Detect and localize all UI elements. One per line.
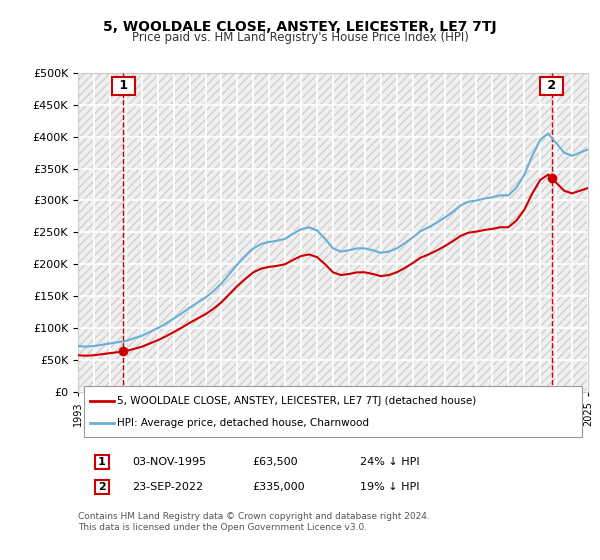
Text: 1: 1	[98, 457, 106, 467]
Text: 2: 2	[98, 482, 106, 492]
Text: 23-SEP-2022: 23-SEP-2022	[132, 482, 203, 492]
Text: 1: 1	[115, 79, 132, 92]
Text: 24% ↓ HPI: 24% ↓ HPI	[360, 457, 419, 467]
Text: HPI: Average price, detached house, Charnwood: HPI: Average price, detached house, Char…	[117, 418, 369, 428]
Text: Price paid vs. HM Land Registry's House Price Index (HPI): Price paid vs. HM Land Registry's House …	[131, 31, 469, 44]
Text: £335,000: £335,000	[252, 482, 305, 492]
Text: 03-NOV-1995: 03-NOV-1995	[132, 457, 206, 467]
Text: 19% ↓ HPI: 19% ↓ HPI	[360, 482, 419, 492]
Text: 5, WOOLDALE CLOSE, ANSTEY, LEICESTER, LE7 7TJ (detached house): 5, WOOLDALE CLOSE, ANSTEY, LEICESTER, LE…	[117, 395, 476, 405]
Text: Contains HM Land Registry data © Crown copyright and database right 2024.
This d: Contains HM Land Registry data © Crown c…	[78, 512, 430, 532]
Text: 2: 2	[543, 79, 560, 92]
Text: £63,500: £63,500	[252, 457, 298, 467]
Text: 5, WOOLDALE CLOSE, ANSTEY, LEICESTER, LE7 7TJ: 5, WOOLDALE CLOSE, ANSTEY, LEICESTER, LE…	[103, 20, 497, 34]
